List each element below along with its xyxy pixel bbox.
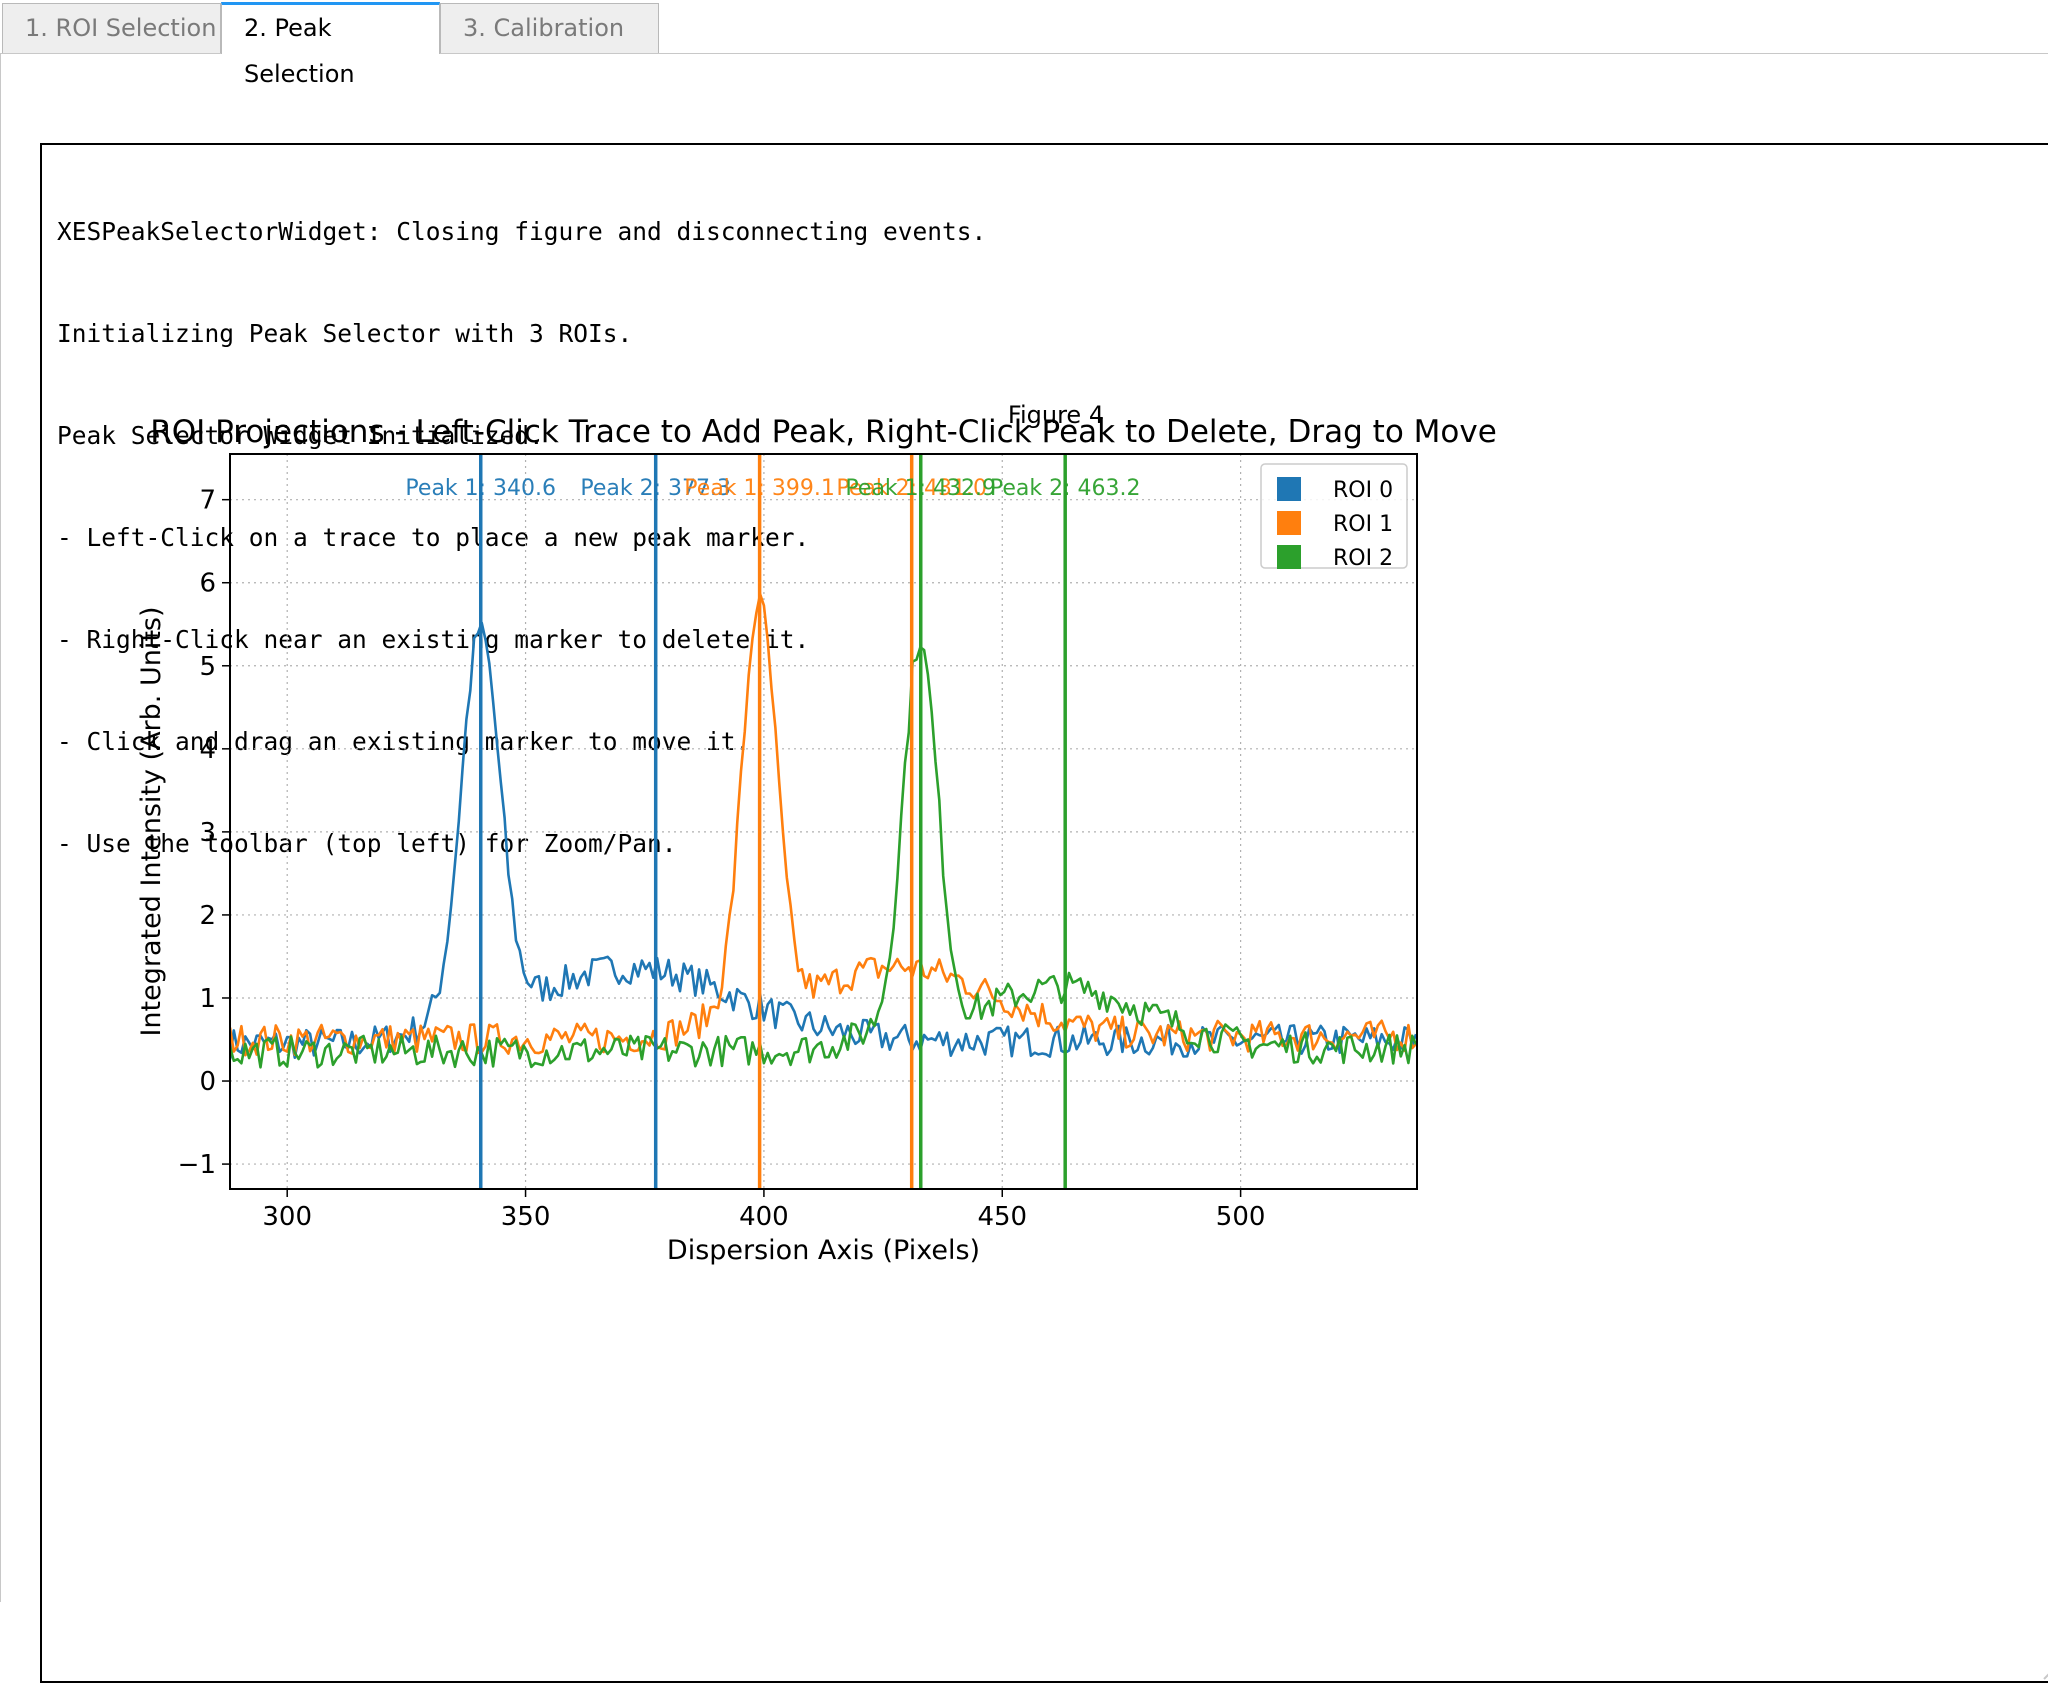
- peak-marker-label: Peak 1: 399.1: [684, 476, 835, 501]
- log-line: XESPeakSelectorWidget: Closing figure an…: [57, 217, 987, 246]
- x-tick-label: 400: [739, 1202, 789, 1232]
- log-line: Peak Selector Widget Initialized.: [57, 421, 544, 450]
- resize-handle-icon[interactable]: [2034, 1637, 2048, 1681]
- legend-label: ROI 2: [1333, 546, 1393, 571]
- peak-marker-label: Peak 1: 340.6: [405, 476, 556, 501]
- x-tick-label: 300: [262, 1202, 312, 1232]
- tab-content-panel: XESPeakSelectorWidget: Closing figure an…: [0, 54, 2048, 1683]
- x-axis-label: Dispersion Axis (Pixels): [667, 1235, 980, 1266]
- plot-frame: [229, 453, 1418, 1190]
- x-tick-label: 500: [1216, 1202, 1266, 1232]
- x-tick-label: 450: [977, 1202, 1027, 1232]
- y-tick-label: 7: [199, 486, 216, 516]
- x-tick-label: 350: [501, 1202, 551, 1232]
- legend-swatch: [1277, 477, 1301, 501]
- log-line: Initializing Peak Selector with 3 ROIs.: [57, 319, 633, 348]
- log-line: - Left-Click on a trace to place a new p…: [57, 523, 810, 552]
- legend-swatch: [1277, 545, 1301, 569]
- y-tick-label: 0: [199, 1067, 216, 1097]
- tab-roi-selection[interactable]: 1. ROI Selection: [2, 3, 221, 53]
- peak-marker-label: Peak 2: 463.2: [990, 476, 1141, 501]
- y-tick-label: 1: [199, 984, 216, 1014]
- series-line-roi-1: [230, 592, 1417, 1057]
- output-area: XESPeakSelectorWidget: Closing figure an…: [40, 143, 2048, 1683]
- legend-swatch: [1277, 511, 1301, 535]
- tab-bar: 1. ROI Selection 2. Peak Selection 3. Ca…: [0, 0, 2048, 88]
- y-tick-label: −1: [178, 1150, 216, 1180]
- chart-legend: ROI 0 ROI 1 ROI 2: [1260, 463, 1408, 571]
- legend-label: ROI 0: [1333, 478, 1393, 503]
- y-tick-label: 3: [199, 818, 216, 848]
- y-axis-label: Integrated Intensity (Arb. Units): [136, 606, 167, 1036]
- figure-label: Figure 4: [1007, 401, 1105, 429]
- tab-calibration[interactable]: 3. Calibration: [440, 3, 659, 53]
- tab-bar-divider: [0, 53, 2048, 54]
- roi-projection-chart[interactable]: ROI Projections - Left-Click Trace to Ad…: [42, 145, 2048, 1685]
- log-line: - Click and drag an existing marker to m…: [57, 727, 751, 756]
- series-line-roi-0: [230, 621, 1417, 1060]
- series-line-roi-2: [230, 645, 1417, 1069]
- peak-marker-label: Peak 1: 432.9: [845, 476, 996, 501]
- legend-label: ROI 1: [1333, 512, 1393, 537]
- y-tick-label: 2: [199, 901, 216, 931]
- y-tick-label: 6: [199, 569, 216, 599]
- peak-marker-label: Peak 2: 431.0: [836, 476, 987, 501]
- y-tick-label: 5: [199, 652, 216, 682]
- tab-peak-selection[interactable]: 2. Peak Selection: [221, 2, 440, 88]
- y-tick-label: 4: [199, 735, 216, 765]
- chart-title: ROI Projections - Left-Click Trace to Ad…: [150, 414, 1497, 450]
- peak-marker-label: Peak 2: 377.3: [580, 476, 731, 501]
